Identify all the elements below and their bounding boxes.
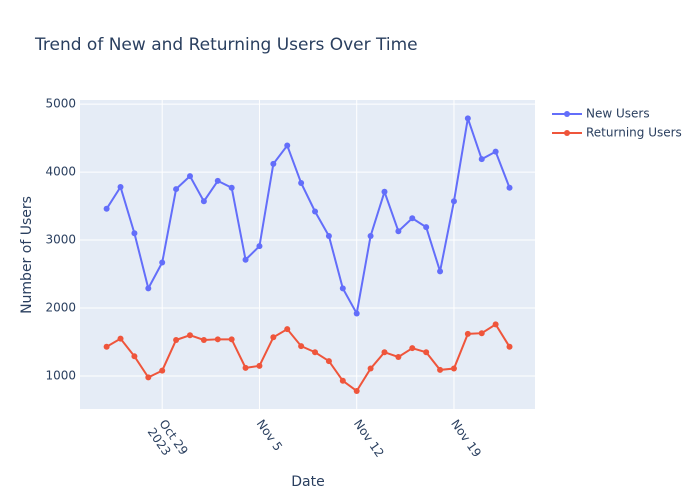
y-tick-label: 5000 (45, 97, 76, 111)
point (381, 188, 388, 195)
point (339, 285, 346, 292)
point (173, 336, 180, 343)
x-tick-label: Nov 19 (449, 417, 485, 460)
y-tick-label: 2000 (45, 301, 76, 315)
point (298, 179, 305, 186)
point (298, 343, 305, 350)
point (450, 198, 457, 205)
point (450, 365, 457, 372)
x-tick-label-text: Nov 5 (254, 417, 285, 454)
point (131, 230, 138, 237)
line (105, 118, 511, 317)
point (339, 377, 346, 384)
point (186, 173, 193, 180)
point (312, 208, 319, 215)
point (256, 243, 263, 250)
point (492, 321, 499, 328)
point (353, 387, 360, 394)
point (506, 343, 513, 350)
point (270, 334, 277, 341)
y-tick-label: 3000 (45, 233, 76, 247)
point (506, 184, 513, 191)
point (270, 160, 277, 167)
point (117, 184, 124, 191)
point (367, 232, 374, 239)
point (492, 148, 499, 155)
point (409, 345, 416, 352)
point (478, 156, 485, 163)
point (145, 285, 152, 292)
x-tick-label-text: Nov 19 (449, 417, 485, 460)
point (214, 336, 221, 343)
point (437, 268, 444, 275)
point (200, 336, 207, 343)
plot-area (80, 100, 535, 409)
point (117, 335, 124, 342)
point (423, 224, 430, 231)
legend-marker (564, 111, 570, 117)
point (409, 215, 416, 222)
legend-label: New Users (586, 107, 650, 121)
point (353, 310, 360, 317)
x-tick-label: Nov 12 (351, 417, 387, 460)
x-tick-label: Oct 292023 (145, 417, 191, 466)
point (159, 367, 166, 374)
point (145, 374, 152, 381)
point (395, 353, 402, 360)
point (423, 349, 430, 356)
point (103, 343, 110, 350)
point (381, 349, 388, 356)
point (200, 198, 207, 205)
point (284, 326, 291, 333)
x-tick-label-text: Nov 12 (351, 417, 387, 460)
point (395, 228, 402, 235)
point (256, 362, 263, 369)
point (464, 330, 471, 337)
point (103, 205, 110, 212)
point (228, 336, 235, 343)
point (437, 366, 444, 373)
point (325, 358, 332, 365)
point (325, 232, 332, 239)
point (242, 364, 249, 371)
point (131, 353, 138, 360)
point (228, 184, 235, 191)
y-tick-label: 1000 (45, 369, 76, 383)
x-axis-label: Date (291, 474, 324, 490)
y-tick-label: 4000 (45, 165, 76, 179)
point (159, 259, 166, 266)
x-tick-label: Nov 5 (254, 417, 285, 454)
chart-title: Trend of New and Returning Users Over Ti… (34, 35, 418, 55)
point (478, 330, 485, 337)
legend-label: Returning Users (586, 126, 682, 140)
point (242, 256, 249, 263)
point (284, 142, 291, 149)
point (367, 365, 374, 372)
point (173, 186, 180, 193)
legend-marker (564, 130, 570, 136)
point (214, 177, 221, 184)
point (312, 349, 319, 356)
y-axis-label: Number of Users (19, 196, 35, 314)
point (464, 115, 471, 122)
point (186, 332, 193, 339)
